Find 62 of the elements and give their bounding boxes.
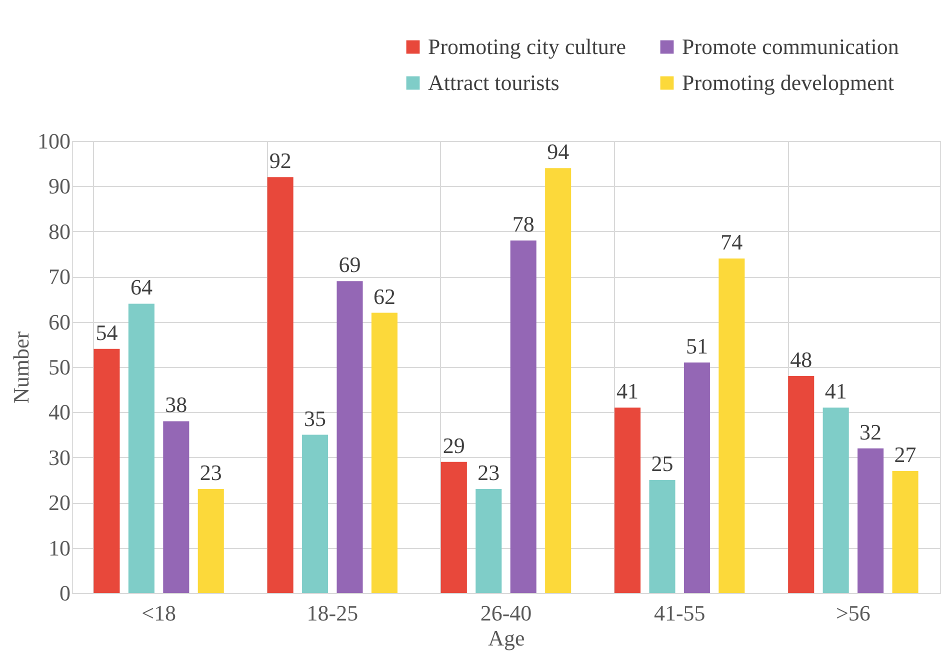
legend-label: Promoting city culture — [428, 34, 626, 59]
y-tick-label: 60 — [48, 309, 70, 334]
bar — [822, 408, 849, 593]
x-tick-label: >56 — [836, 600, 870, 626]
y-tick-label: 50 — [48, 354, 70, 380]
bar — [718, 258, 745, 593]
legend-label: Attract tourists — [428, 70, 560, 95]
data-label: 54 — [96, 320, 118, 345]
bar — [476, 489, 502, 593]
y-tick-label: 40 — [48, 400, 70, 425]
bar — [128, 304, 154, 593]
bar — [649, 480, 676, 593]
bar — [198, 489, 224, 593]
data-label: 92 — [269, 148, 292, 174]
data-label: 74 — [720, 230, 743, 255]
bar — [163, 421, 190, 593]
data-label: 51 — [686, 333, 708, 358]
x-axis-title: Age — [488, 626, 525, 650]
legend-label: Promoting development — [682, 70, 894, 95]
bar — [788, 376, 814, 593]
data-label: 35 — [304, 406, 326, 431]
x-tick-label: 41-55 — [654, 600, 706, 626]
y-tick-label: 10 — [48, 535, 70, 560]
bar — [94, 348, 120, 593]
data-label: 48 — [790, 347, 812, 372]
bar — [545, 168, 572, 593]
y-axis-title: Number — [8, 330, 34, 404]
data-label: 23 — [200, 460, 222, 486]
y-tick-label: 100 — [38, 128, 70, 154]
data-label: 41 — [824, 378, 847, 404]
y-tick-label: 30 — [48, 444, 70, 470]
y-tick-label: 80 — [48, 218, 70, 244]
data-label: 32 — [860, 419, 882, 444]
data-label: 78 — [512, 211, 534, 236]
y-tick-label: 90 — [48, 174, 70, 199]
data-label: 27 — [894, 442, 916, 467]
bar — [510, 240, 536, 593]
data-label: 64 — [130, 274, 152, 300]
y-tick-label: 0 — [60, 580, 70, 606]
y-tick-label: 70 — [48, 264, 70, 290]
bar — [684, 362, 710, 593]
x-tick-label: <18 — [142, 600, 176, 626]
bar — [267, 177, 294, 593]
bar — [858, 448, 884, 593]
bar — [371, 312, 398, 593]
data-label: 41 — [616, 378, 639, 404]
data-label: 69 — [338, 252, 361, 278]
bar — [614, 408, 641, 593]
bar — [302, 434, 328, 593]
bar — [892, 470, 918, 593]
x-tick-label: 26-40 — [480, 600, 532, 626]
x-tick-label: 18-25 — [306, 600, 358, 626]
data-label: 29 — [442, 432, 465, 458]
bar — [336, 281, 363, 593]
data-label: 94 — [547, 139, 570, 164]
data-label: 23 — [478, 460, 500, 486]
bar — [440, 462, 467, 593]
data-label: 25 — [651, 451, 674, 476]
data-label: 38 — [165, 392, 188, 418]
data-label: 62 — [373, 284, 396, 309]
y-tick-label: 20 — [48, 490, 70, 516]
legend-label: Promote communication — [682, 34, 899, 59]
